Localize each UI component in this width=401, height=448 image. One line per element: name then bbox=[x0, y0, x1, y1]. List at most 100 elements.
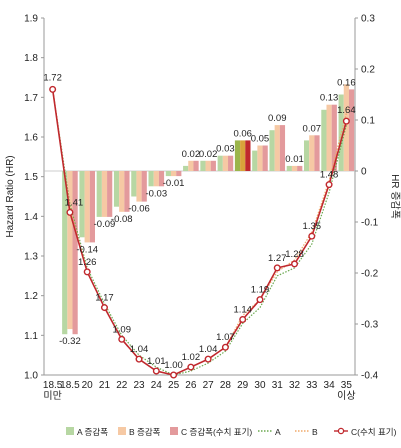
line-point bbox=[118, 335, 126, 343]
bar-value-label: 0.16 bbox=[337, 77, 356, 88]
bar bbox=[107, 171, 113, 217]
x-tick-label: 26 bbox=[185, 380, 197, 391]
bar bbox=[84, 171, 90, 243]
legend-label: C(수치 표기) bbox=[351, 427, 397, 437]
bar bbox=[158, 171, 165, 187]
bar bbox=[113, 171, 120, 207]
axes: 1.0 1.1 1.2 1.3 1.4 1.5 1.6 1.7 1.8 1.9 -0.4 -0.3 -0… bbox=[5, 14, 401, 403]
legend: A 증감폭 B 증감폭 C 증감폭(수치 표기) A B C(수치 표기) bbox=[66, 427, 397, 437]
y2-tick-label: -0.4 bbox=[361, 371, 379, 382]
legend-label: A bbox=[275, 427, 281, 437]
y2-axis-title: HR 증감폭 bbox=[389, 174, 401, 219]
bar bbox=[62, 171, 68, 335]
y2-tick-label: -0.1 bbox=[361, 218, 379, 229]
bar bbox=[89, 171, 95, 243]
bar bbox=[170, 171, 177, 177]
x-tick-label: 29 bbox=[237, 380, 249, 391]
y-tick-label: 1.9 bbox=[24, 14, 38, 25]
bar bbox=[153, 171, 159, 187]
line-point bbox=[273, 264, 281, 272]
bar-value-label: 0.06 bbox=[233, 128, 252, 139]
bar bbox=[274, 125, 280, 171]
x-tick-label: 24 bbox=[151, 380, 163, 391]
y-axis-title: Hazard Ratio (HR) bbox=[5, 155, 16, 237]
line-point bbox=[100, 304, 108, 312]
bar bbox=[291, 165, 298, 171]
bar-value-label: -0.09 bbox=[94, 219, 116, 230]
line-point bbox=[256, 296, 264, 304]
bar bbox=[314, 135, 320, 171]
point-value-label: 1.72 bbox=[43, 72, 62, 83]
y2-tick-label: 0.2 bbox=[361, 65, 375, 76]
bar bbox=[331, 104, 337, 171]
bar bbox=[96, 171, 102, 217]
point-value-label: 1.17 bbox=[95, 293, 114, 304]
bar bbox=[269, 130, 275, 171]
bars bbox=[62, 84, 355, 335]
bar bbox=[309, 135, 315, 171]
line-point bbox=[187, 363, 195, 371]
line-point bbox=[239, 315, 247, 323]
line-point bbox=[66, 208, 74, 216]
y-tick-label: 1.3 bbox=[24, 252, 38, 263]
line-point bbox=[204, 355, 212, 363]
bar bbox=[200, 160, 206, 171]
legend-swatch bbox=[170, 427, 178, 435]
bar-value-label: -0.14 bbox=[76, 244, 98, 255]
legend-swatch bbox=[118, 427, 126, 435]
bar bbox=[279, 125, 286, 171]
point-value-label: 1.04 bbox=[130, 344, 149, 355]
y-tick-label: 1.0 bbox=[24, 371, 38, 382]
legend-marker bbox=[337, 427, 345, 435]
bar bbox=[205, 160, 211, 171]
line-point bbox=[170, 371, 178, 379]
x-tick-sublabel: 미만 bbox=[43, 390, 61, 402]
bar bbox=[119, 171, 125, 212]
point-value-label: 1.64 bbox=[337, 105, 356, 116]
bar bbox=[136, 171, 142, 202]
bar bbox=[262, 145, 268, 171]
bar bbox=[101, 171, 108, 217]
bar bbox=[210, 160, 216, 171]
x-tick-label: 33 bbox=[306, 380, 318, 391]
bar bbox=[141, 171, 147, 202]
bar-value-label: -0.32 bbox=[59, 336, 81, 347]
point-value-label: 1.19 bbox=[251, 285, 270, 296]
bar-value-label: 0.07 bbox=[303, 123, 322, 134]
bar-value-label: 0.03 bbox=[216, 144, 235, 155]
bar bbox=[245, 140, 251, 171]
bar-value-label: 0.05 bbox=[251, 134, 270, 145]
bar-value-label: 0.09 bbox=[268, 113, 287, 124]
x-tick-label: 30 bbox=[254, 380, 266, 391]
point-value-label: 1.48 bbox=[320, 170, 339, 181]
line-point bbox=[342, 117, 350, 125]
x-tick-label: 34 bbox=[324, 380, 336, 391]
bar bbox=[222, 155, 229, 171]
point-value-label: 1.28 bbox=[285, 249, 304, 260]
bar bbox=[228, 155, 234, 171]
point-value-label: 1.04 bbox=[199, 344, 218, 355]
y-tick-label: 1.8 bbox=[24, 53, 38, 64]
line-point bbox=[83, 268, 91, 276]
bar bbox=[193, 160, 199, 171]
point-value-label: 1.26 bbox=[78, 257, 97, 268]
line-point bbox=[221, 343, 229, 351]
line-point bbox=[308, 232, 316, 240]
bar-value-label: 0.02 bbox=[199, 149, 218, 160]
bar-value-label: -0.01 bbox=[163, 178, 185, 189]
x-tick-label: 22 bbox=[116, 380, 128, 391]
data-labels: -0.32-0.14-0.09-0.08-0.06-0.03-0.010.020… bbox=[43, 72, 355, 371]
bar bbox=[338, 94, 344, 171]
legend-label: B 증감폭 bbox=[129, 427, 161, 437]
bar bbox=[67, 171, 73, 330]
line-point bbox=[291, 260, 299, 268]
bar bbox=[297, 165, 303, 171]
bar bbox=[234, 140, 241, 171]
legend-label: C 증감폭(수치 표기) bbox=[181, 427, 252, 437]
bar bbox=[304, 140, 310, 171]
bar bbox=[321, 109, 327, 171]
point-value-label: 1.35 bbox=[303, 221, 322, 232]
bar bbox=[188, 160, 194, 171]
x-tick-label: 35 bbox=[341, 380, 353, 391]
